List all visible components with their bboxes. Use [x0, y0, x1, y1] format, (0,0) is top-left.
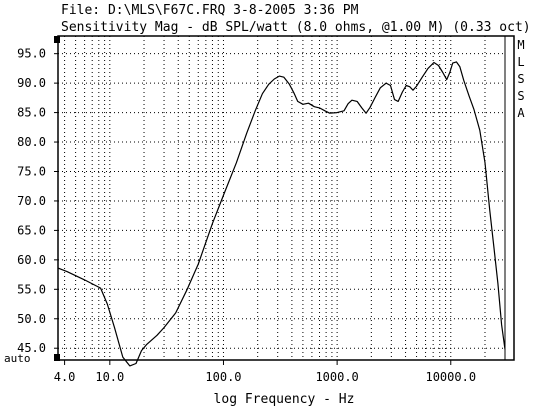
bottom-left-marker	[54, 354, 60, 361]
y-tick-label: 90.0	[17, 76, 46, 90]
x-tick-label: 10000.0	[425, 370, 476, 384]
top-left-marker	[54, 36, 60, 43]
x-axis-label: log Frequency - Hz	[214, 392, 355, 407]
file-line: File: D:\MLS\F67C.FRQ 3-8-2005 3:36 PM	[61, 3, 359, 18]
x-tick-label: 10.0	[95, 370, 124, 384]
series-group	[57, 61, 506, 367]
x-axis-ticks: 4.0 10.0 100.0 1000.0 10000.0	[54, 360, 476, 384]
x-tick-label: 100.0	[205, 370, 241, 384]
side-label-letter: S	[517, 72, 524, 86]
y-tick-label: 95.0	[17, 47, 46, 61]
y-tick-label: 45.0	[17, 341, 46, 355]
y-axis-ticks: 95.0 90.0 85.0 80.0 75.0 70.0 65.0 60.0 55.0 50.0…	[17, 47, 58, 355]
series-line	[57, 61, 506, 367]
y-tick-label: 50.0	[17, 312, 46, 326]
y-tick-label: 80.0	[17, 135, 46, 149]
side-label-letter: S	[517, 89, 524, 103]
side-label-letter: M	[517, 38, 524, 52]
plot-frame	[57, 35, 515, 361]
y-auto-label: auto	[4, 352, 31, 365]
horizontal-gridlines	[58, 53, 505, 349]
y-tick-label: 60.0	[17, 253, 46, 267]
y-tick-label: 65.0	[17, 223, 46, 237]
x-tick-label: 1000.0	[315, 370, 358, 384]
chart-title: Sensitivity Mag - dB SPL/watt (8.0 ohms,…	[61, 20, 531, 35]
side-label-letter: L	[517, 55, 524, 69]
y-tick-label: 85.0	[17, 106, 46, 120]
y-tick-label: 55.0	[17, 282, 46, 296]
y-tick-label: 70.0	[17, 194, 46, 208]
side-label-letter: A	[517, 106, 525, 120]
x-tick-label: 4.0	[54, 370, 76, 384]
y-tick-label: 75.0	[17, 164, 46, 178]
